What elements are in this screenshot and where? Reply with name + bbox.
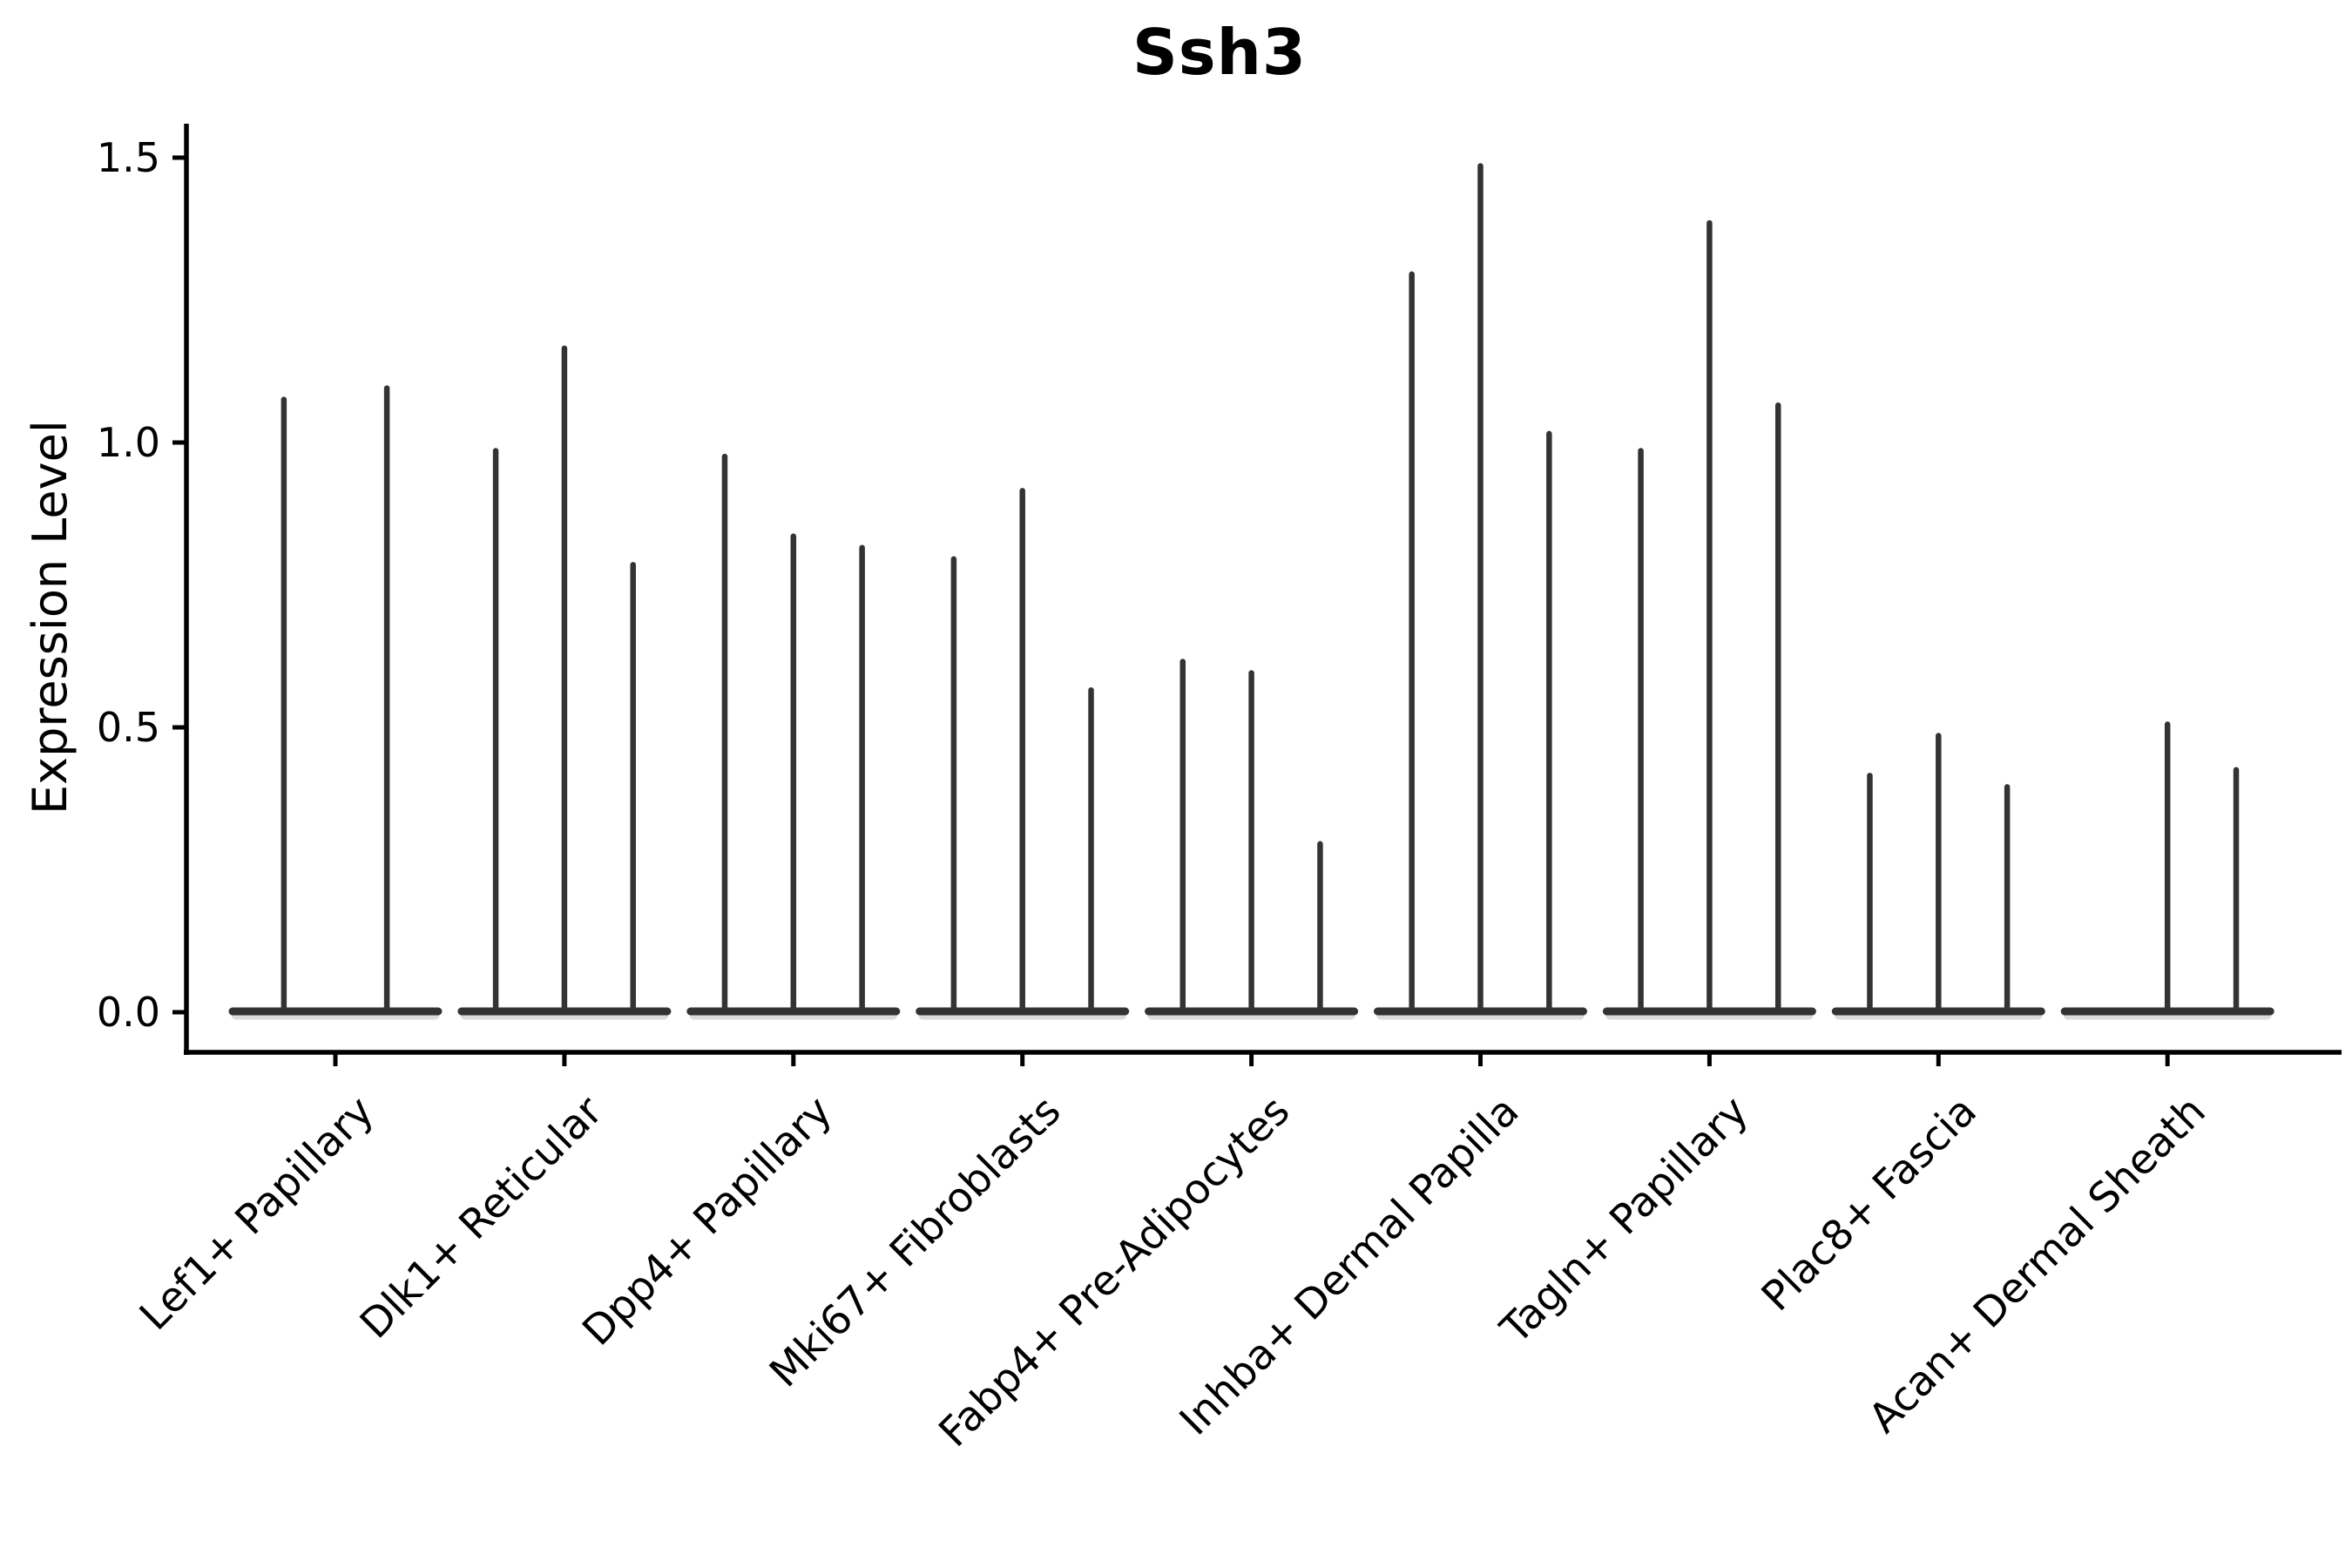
y-tick-label: 1.0 bbox=[96, 419, 160, 466]
y-axis-label: Expression Level bbox=[23, 420, 78, 814]
y-tick-label: 0.0 bbox=[96, 989, 160, 1036]
y-tick-label: 1.5 bbox=[96, 134, 160, 181]
chart-title: Ssh3 bbox=[1132, 16, 1308, 89]
y-tick-label: 0.5 bbox=[96, 704, 160, 751]
